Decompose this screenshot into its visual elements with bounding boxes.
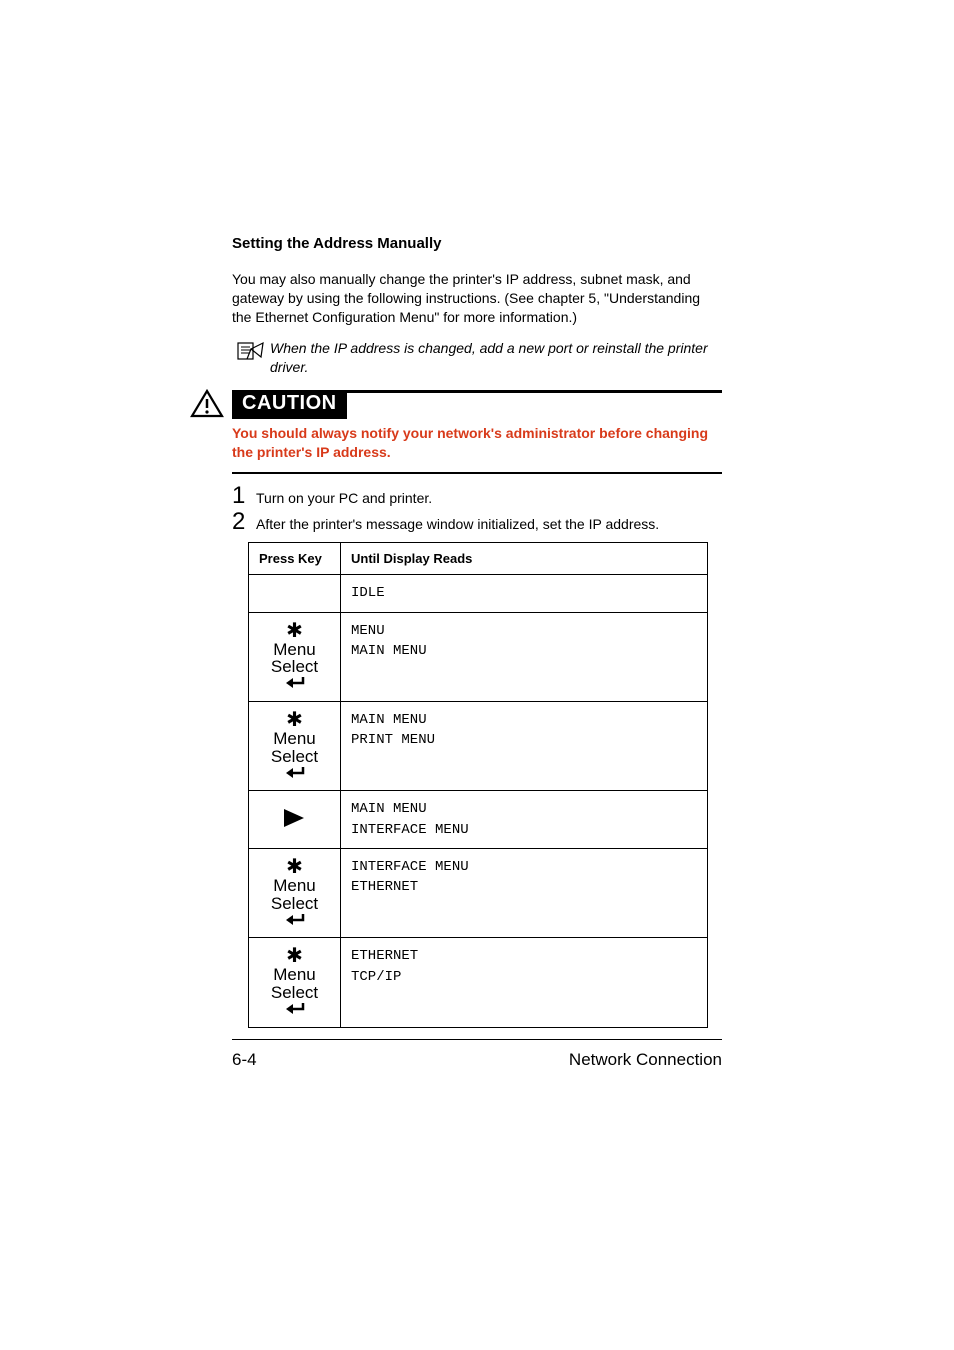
step-number: 2 bbox=[232, 510, 256, 534]
select-label: Select bbox=[271, 748, 318, 766]
step-number: 1 bbox=[232, 484, 256, 508]
display-reads-cell: MAIN MENU PRINT MENU bbox=[341, 701, 708, 790]
page-footer: 6-4 Network Connection bbox=[232, 1039, 722, 1070]
table-row: ✱MenuSelect MAIN MENU PRINT MENU bbox=[249, 701, 708, 790]
enter-arrow-icon bbox=[283, 913, 307, 930]
display-reads-cell: IDLE bbox=[341, 575, 708, 612]
caution-label: CAUTION bbox=[232, 390, 347, 419]
caution-triangle-icon bbox=[190, 389, 224, 422]
press-key-cell: ✱MenuSelect bbox=[249, 848, 341, 937]
table-header-display-reads: Until Display Reads bbox=[341, 543, 708, 575]
display-reads-cell: ETHERNET TCP/IP bbox=[341, 938, 708, 1027]
select-label: Select bbox=[271, 895, 318, 913]
display-reads-cell: INTERFACE MENU ETHERNET bbox=[341, 848, 708, 937]
intro-paragraph: You may also manually change the printer… bbox=[232, 270, 722, 327]
page-number: 6-4 bbox=[232, 1050, 257, 1070]
menu-label: Menu bbox=[273, 966, 316, 984]
press-key-cell: ✱MenuSelect bbox=[249, 701, 341, 790]
enter-arrow-icon bbox=[283, 766, 307, 783]
table-header-press-key: Press Key bbox=[249, 543, 341, 575]
table-row: MAIN MENU INTERFACE MENU bbox=[249, 791, 708, 849]
press-key-cell bbox=[249, 575, 341, 612]
section-title: Network Connection bbox=[569, 1050, 722, 1070]
menu-label: Menu bbox=[273, 730, 316, 748]
display-text: IDLE bbox=[351, 583, 697, 603]
note-icon bbox=[232, 339, 270, 361]
star-icon: ✱ bbox=[286, 710, 303, 730]
menu-select-key-icon: ✱MenuSelect bbox=[259, 857, 330, 929]
divider-rule bbox=[232, 472, 722, 474]
star-icon: ✱ bbox=[286, 857, 303, 877]
select-label: Select bbox=[271, 658, 318, 676]
section-heading: Setting the Address Manually bbox=[232, 235, 722, 252]
star-icon: ✱ bbox=[286, 946, 303, 966]
caution-bar: CAUTION bbox=[232, 390, 722, 416]
display-text: MENU MAIN MENU bbox=[351, 621, 697, 662]
footer-rule bbox=[232, 1039, 722, 1040]
star-icon: ✱ bbox=[286, 621, 303, 641]
menu-label: Menu bbox=[273, 641, 316, 659]
right-arrow-key-icon bbox=[259, 799, 330, 837]
table-row: ✱MenuSelect MENU MAIN MENU bbox=[249, 612, 708, 701]
display-text: MAIN MENU PRINT MENU bbox=[351, 710, 697, 751]
press-key-cell: ✱MenuSelect bbox=[249, 612, 341, 701]
enter-arrow-icon bbox=[283, 1002, 307, 1019]
display-reads-cell: MENU MAIN MENU bbox=[341, 612, 708, 701]
note-block: When the IP address is changed, add a ne… bbox=[232, 339, 722, 377]
menu-select-key-icon: ✱MenuSelect bbox=[259, 946, 330, 1018]
menu-select-key-icon: ✱MenuSelect bbox=[259, 621, 330, 693]
table-row: ✱MenuSelect ETHERNET TCP/IP bbox=[249, 938, 708, 1027]
table-row: IDLE bbox=[249, 575, 708, 612]
note-text: When the IP address is changed, add a ne… bbox=[270, 339, 722, 377]
step-1: 1 Turn on your PC and printer. bbox=[232, 484, 722, 508]
table-row: ✱MenuSelect INTERFACE MENU ETHERNET bbox=[249, 848, 708, 937]
step-2: 2 After the printer's message window ini… bbox=[232, 510, 722, 534]
caution-text: You should always notify your network's … bbox=[232, 424, 722, 462]
display-reads-cell: MAIN MENU INTERFACE MENU bbox=[341, 791, 708, 849]
select-label: Select bbox=[271, 984, 318, 1002]
display-text: INTERFACE MENU ETHERNET bbox=[351, 857, 697, 898]
display-text: ETHERNET TCP/IP bbox=[351, 946, 697, 987]
step-text: Turn on your PC and printer. bbox=[256, 486, 432, 506]
step-text: After the printer's message window initi… bbox=[256, 512, 659, 532]
press-key-cell bbox=[249, 791, 341, 849]
key-sequence-table: Press Key Until Display Reads IDLE✱MenuS… bbox=[248, 542, 708, 1027]
menu-select-key-icon: ✱MenuSelect bbox=[259, 710, 330, 782]
display-text: MAIN MENU INTERFACE MENU bbox=[351, 799, 697, 840]
press-key-cell: ✱MenuSelect bbox=[249, 938, 341, 1027]
menu-label: Menu bbox=[273, 877, 316, 895]
enter-arrow-icon bbox=[283, 676, 307, 693]
